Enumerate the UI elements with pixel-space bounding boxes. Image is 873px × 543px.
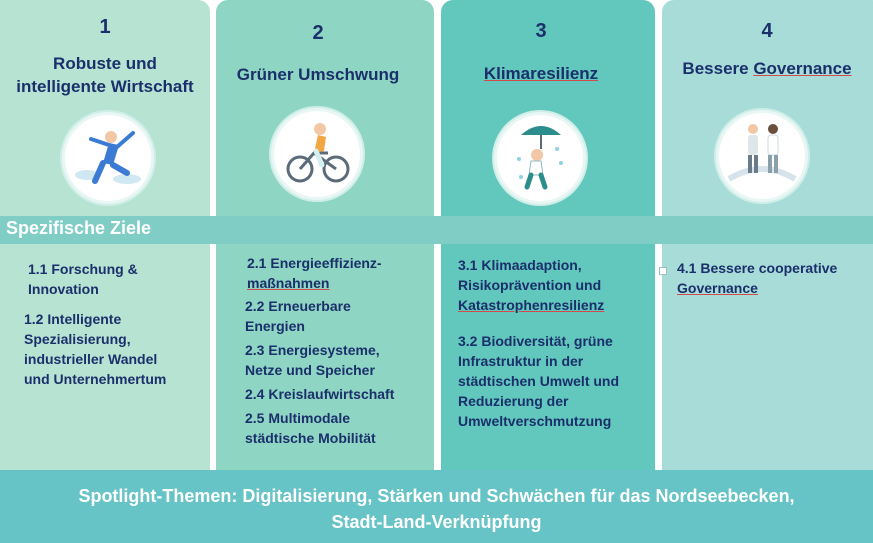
pillar-1-title-line2: intelligente Wirtschaft (16, 77, 194, 96)
person-cycling-icon (271, 108, 363, 200)
specific-goals-band (0, 216, 873, 244)
selection-handle[interactable] (659, 267, 667, 275)
goal-text: 1.1 Forschung & (28, 261, 138, 277)
spotlight-line-2: Stadt-Land-Verknüpfung (331, 512, 542, 532)
goal-text: 2.1 Energieeffizienz- (247, 255, 382, 271)
spotlight-line-1: Spotlight-Themen: Digitalisierung, Stärk… (78, 486, 795, 506)
pillar-3-title-wrap: Klimaresilienz (441, 62, 641, 85)
goal-text: 3.1 Klimaadaption, (458, 257, 582, 273)
pillar-4-number: 4 (761, 20, 773, 42)
goal-text: 2.3 Energiesysteme, (245, 342, 380, 358)
pillar-2-title: Grüner Umschwung (236, 65, 400, 84)
goal-4-1: 4.1 Bessere cooperative Governance (677, 258, 837, 298)
goal-text: städtische Mobilität (245, 430, 376, 446)
specific-goals-label: Spezifische Ziele (6, 218, 152, 238)
pillar-1-number: 1 (99, 16, 111, 38)
goal-text: industrieller Wandel (24, 351, 158, 367)
goal-text: städtischen Umwelt und (458, 373, 620, 389)
goal-text: und Unternehmertum (24, 371, 167, 387)
goal-text: Katastrophenresilienz (458, 297, 605, 313)
pillar-3-number: 3 (535, 20, 547, 42)
spotlight-banner (0, 470, 873, 543)
goal-1-2: 1.2 Intelligente Spezialisierung, indust… (24, 309, 166, 389)
goal-text: Spezialisierung, (24, 331, 131, 347)
goal-text: 2.4 Kreislaufwirtschaft (245, 386, 395, 402)
goal-text: 3.2 Biodiversität, grüne (458, 333, 613, 349)
goal-text: 1.2 Intelligente (24, 311, 122, 327)
goal-text: 4.1 Bessere cooperative (677, 260, 838, 276)
people-bridge-icon (716, 110, 808, 202)
goal-text: Risikoprävention und (458, 277, 602, 293)
child-umbrella-icon (494, 112, 586, 204)
goal-text: Infrastruktur in der (458, 353, 584, 369)
pillar-4-title: Bessere Governance (662, 57, 872, 80)
goal-text: Energien (245, 318, 305, 334)
goal-text: Netze und Speicher (245, 362, 375, 378)
person-jumping-icon (62, 112, 154, 204)
pillar-2-number: 2 (312, 22, 324, 44)
goal-text: Innovation (28, 281, 99, 297)
goal-text: maßnahmen (247, 275, 330, 291)
goal-3-2: 3.2 Biodiversität, grüne Infrastruktur i… (458, 331, 619, 431)
spotlight-text: Spotlight-Themen: Digitalisierung, Stärk… (0, 483, 873, 535)
pillar-1-title-line1: Robuste und (53, 54, 157, 73)
pillar-3-title: Klimaresilienz (483, 64, 599, 83)
goal-2-list: 2.1 Energieeffizienz- maßnahmen 2.2 Erne… (245, 253, 395, 448)
pillar-1-title: Robuste und intelligente Wirtschaft (0, 52, 210, 98)
goal-3-1: 3.1 Klimaadaption, Risikoprävention und … (458, 255, 604, 315)
goal-text: Umweltverschmutzung (458, 413, 612, 429)
goal-1-1: 1.1 Forschung & Innovation (28, 259, 138, 299)
goal-text: 2.5 Multimodale (245, 410, 351, 426)
pillar-4-title-pre: Bessere (682, 59, 754, 78)
goal-text: Reduzierung der (458, 393, 569, 409)
goal-text: Governance (677, 280, 758, 296)
goal-text: 2.2 Erneuerbare (245, 298, 351, 314)
pillar-4-title-link: Governance (753, 59, 852, 78)
